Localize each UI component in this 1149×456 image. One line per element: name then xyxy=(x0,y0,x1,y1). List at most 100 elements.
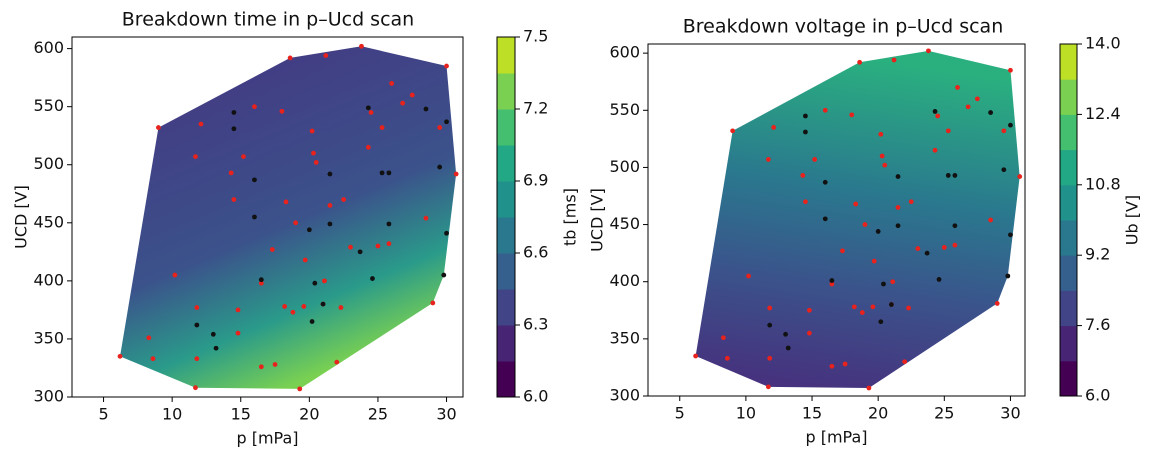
data-point xyxy=(952,242,958,248)
x-axis-label: p [mPa] xyxy=(236,429,298,448)
data-point xyxy=(194,356,200,362)
contour-region xyxy=(120,46,457,389)
data-point xyxy=(849,112,855,118)
x-tick-label: 15 xyxy=(231,405,251,424)
data-point xyxy=(822,179,828,185)
x-tick-label: 20 xyxy=(299,405,319,424)
data-point xyxy=(842,361,848,367)
data-point xyxy=(228,170,234,176)
data-point xyxy=(150,356,156,362)
colorbar-band xyxy=(1060,149,1077,186)
data-point xyxy=(338,305,344,310)
data-point xyxy=(878,131,884,137)
y-tick-label: 350 xyxy=(609,328,640,347)
data-point xyxy=(945,173,951,178)
x-tick-label: 25 xyxy=(368,405,388,424)
y-tick-label: 550 xyxy=(33,96,64,115)
data-point xyxy=(282,304,288,309)
data-point xyxy=(988,110,994,115)
data-point xyxy=(908,199,914,205)
colorbar-tick-label: 7.2 xyxy=(523,99,548,118)
data-point xyxy=(301,304,307,309)
data-point xyxy=(1001,128,1007,134)
data-point xyxy=(252,214,257,220)
data-point xyxy=(822,107,828,113)
data-point xyxy=(866,385,872,391)
colorbar-tick-label: 10.8 xyxy=(1085,174,1121,193)
data-point xyxy=(932,109,938,114)
data-point xyxy=(311,150,316,156)
data-point xyxy=(936,277,942,282)
data-point xyxy=(269,247,275,252)
data-point xyxy=(370,276,375,281)
data-point xyxy=(252,177,257,183)
data-point xyxy=(765,384,771,390)
data-point xyxy=(241,154,246,160)
colorbar-frame xyxy=(1059,43,1078,397)
data-point xyxy=(879,153,885,159)
data-point xyxy=(293,220,299,226)
data-point xyxy=(309,128,315,134)
colorbar-tick-label: 6.3 xyxy=(523,315,548,334)
y-tick-label: 400 xyxy=(609,271,640,290)
data-point xyxy=(853,201,859,207)
data-point xyxy=(400,100,406,106)
data-point xyxy=(210,331,216,337)
data-point xyxy=(862,222,868,227)
data-point xyxy=(952,223,958,229)
x-tick-label: 20 xyxy=(868,404,888,423)
colorbar-band xyxy=(497,289,515,326)
data-point xyxy=(365,144,371,150)
data-point xyxy=(935,113,941,119)
colorbar-band xyxy=(1060,79,1077,115)
data-point xyxy=(375,243,381,249)
data-point xyxy=(803,113,808,119)
data-point xyxy=(888,302,894,307)
colorbar-band xyxy=(1060,360,1077,397)
data-point xyxy=(193,385,198,391)
data-point xyxy=(746,273,751,279)
colorbar-band xyxy=(497,325,515,362)
data-point xyxy=(693,353,699,359)
y-tick-label: 600 xyxy=(609,43,640,62)
data-point xyxy=(327,221,333,227)
data-point xyxy=(902,359,908,365)
y-tick-label: 350 xyxy=(33,328,64,347)
data-point xyxy=(945,128,951,134)
colorbar-band xyxy=(497,145,515,182)
data-point xyxy=(117,353,123,359)
data-point xyxy=(213,345,219,351)
data-point xyxy=(231,197,237,202)
data-point xyxy=(882,162,888,168)
data-point xyxy=(851,304,857,310)
data-point xyxy=(327,202,333,208)
data-point xyxy=(444,63,449,69)
y-tick-label: 500 xyxy=(33,154,64,173)
chart-title: Breakdown voltage in p–Ucd scan xyxy=(683,16,1004,38)
data-point xyxy=(895,205,901,210)
panel: Breakdown time in p–Ucd scan 5 10 15 20 25 30 3… xyxy=(12,9,580,448)
data-point xyxy=(320,301,326,307)
y-tick-label: 600 xyxy=(33,38,64,57)
data-point xyxy=(974,96,980,102)
colorbar-band xyxy=(497,217,515,254)
y-axis-label: UCD [V] xyxy=(12,185,31,249)
colorbar-band xyxy=(497,181,515,218)
colorbar-tick-label: 7.5 xyxy=(523,27,548,46)
data-point xyxy=(765,157,771,162)
data-point xyxy=(302,257,308,263)
colorbar-tick-label: 7.6 xyxy=(1085,315,1110,334)
colorbar-band xyxy=(1060,220,1077,256)
data-point xyxy=(194,322,200,328)
data-point xyxy=(437,125,443,130)
data-point xyxy=(1008,122,1013,128)
data-point xyxy=(334,359,340,365)
data-point xyxy=(235,307,241,313)
data-point xyxy=(840,248,845,254)
data-point xyxy=(444,230,449,236)
colorbar-tick-label: 6.0 xyxy=(1085,386,1110,405)
x-axis-label: p [mPa] xyxy=(805,428,867,447)
data-point xyxy=(258,277,264,283)
data-point xyxy=(368,110,374,115)
